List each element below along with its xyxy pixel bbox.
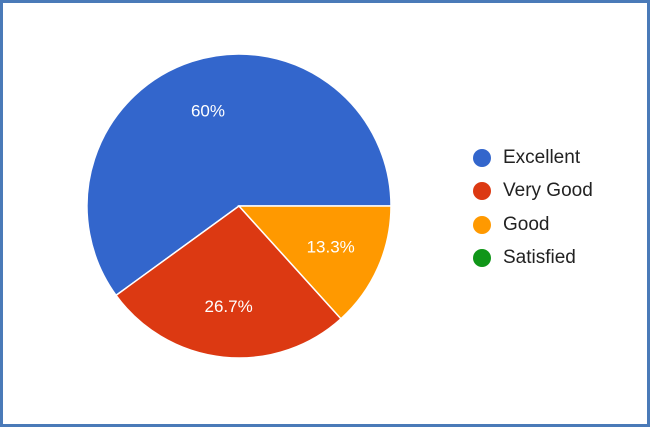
pie-slice-excellent[interactable] — [86, 53, 392, 297]
slice-label-good: 13.3% — [307, 238, 355, 257]
legend-swatch-very-good — [473, 182, 491, 201]
legend-swatch-excellent — [473, 148, 491, 167]
legend-item-good[interactable]: Good — [473, 208, 593, 242]
pie-slice-very-good[interactable] — [114, 204, 343, 359]
slice-label-excellent: 60% — [191, 102, 225, 121]
pie-slice-good[interactable] — [237, 205, 392, 320]
legend-item-satisfied[interactable]: Satisfied — [473, 242, 593, 276]
legend: Excellent Very Good Good Satisfied — [473, 141, 593, 275]
slice-label-very-good: 26.7% — [205, 297, 253, 316]
legend-label-satisfied: Satisfied — [503, 247, 576, 269]
legend-swatch-good — [473, 215, 491, 234]
legend-label-excellent: Excellent — [503, 146, 581, 168]
legend-item-very-good[interactable]: Very Good — [473, 175, 593, 209]
pie-chart: 60% 26.7% 13.3% — [86, 53, 392, 359]
legend-label-very-good: Very Good — [503, 180, 593, 202]
legend-item-excellent[interactable]: Excellent — [473, 141, 593, 175]
legend-label-good: Good — [503, 213, 550, 235]
legend-swatch-satisfied — [473, 249, 491, 268]
